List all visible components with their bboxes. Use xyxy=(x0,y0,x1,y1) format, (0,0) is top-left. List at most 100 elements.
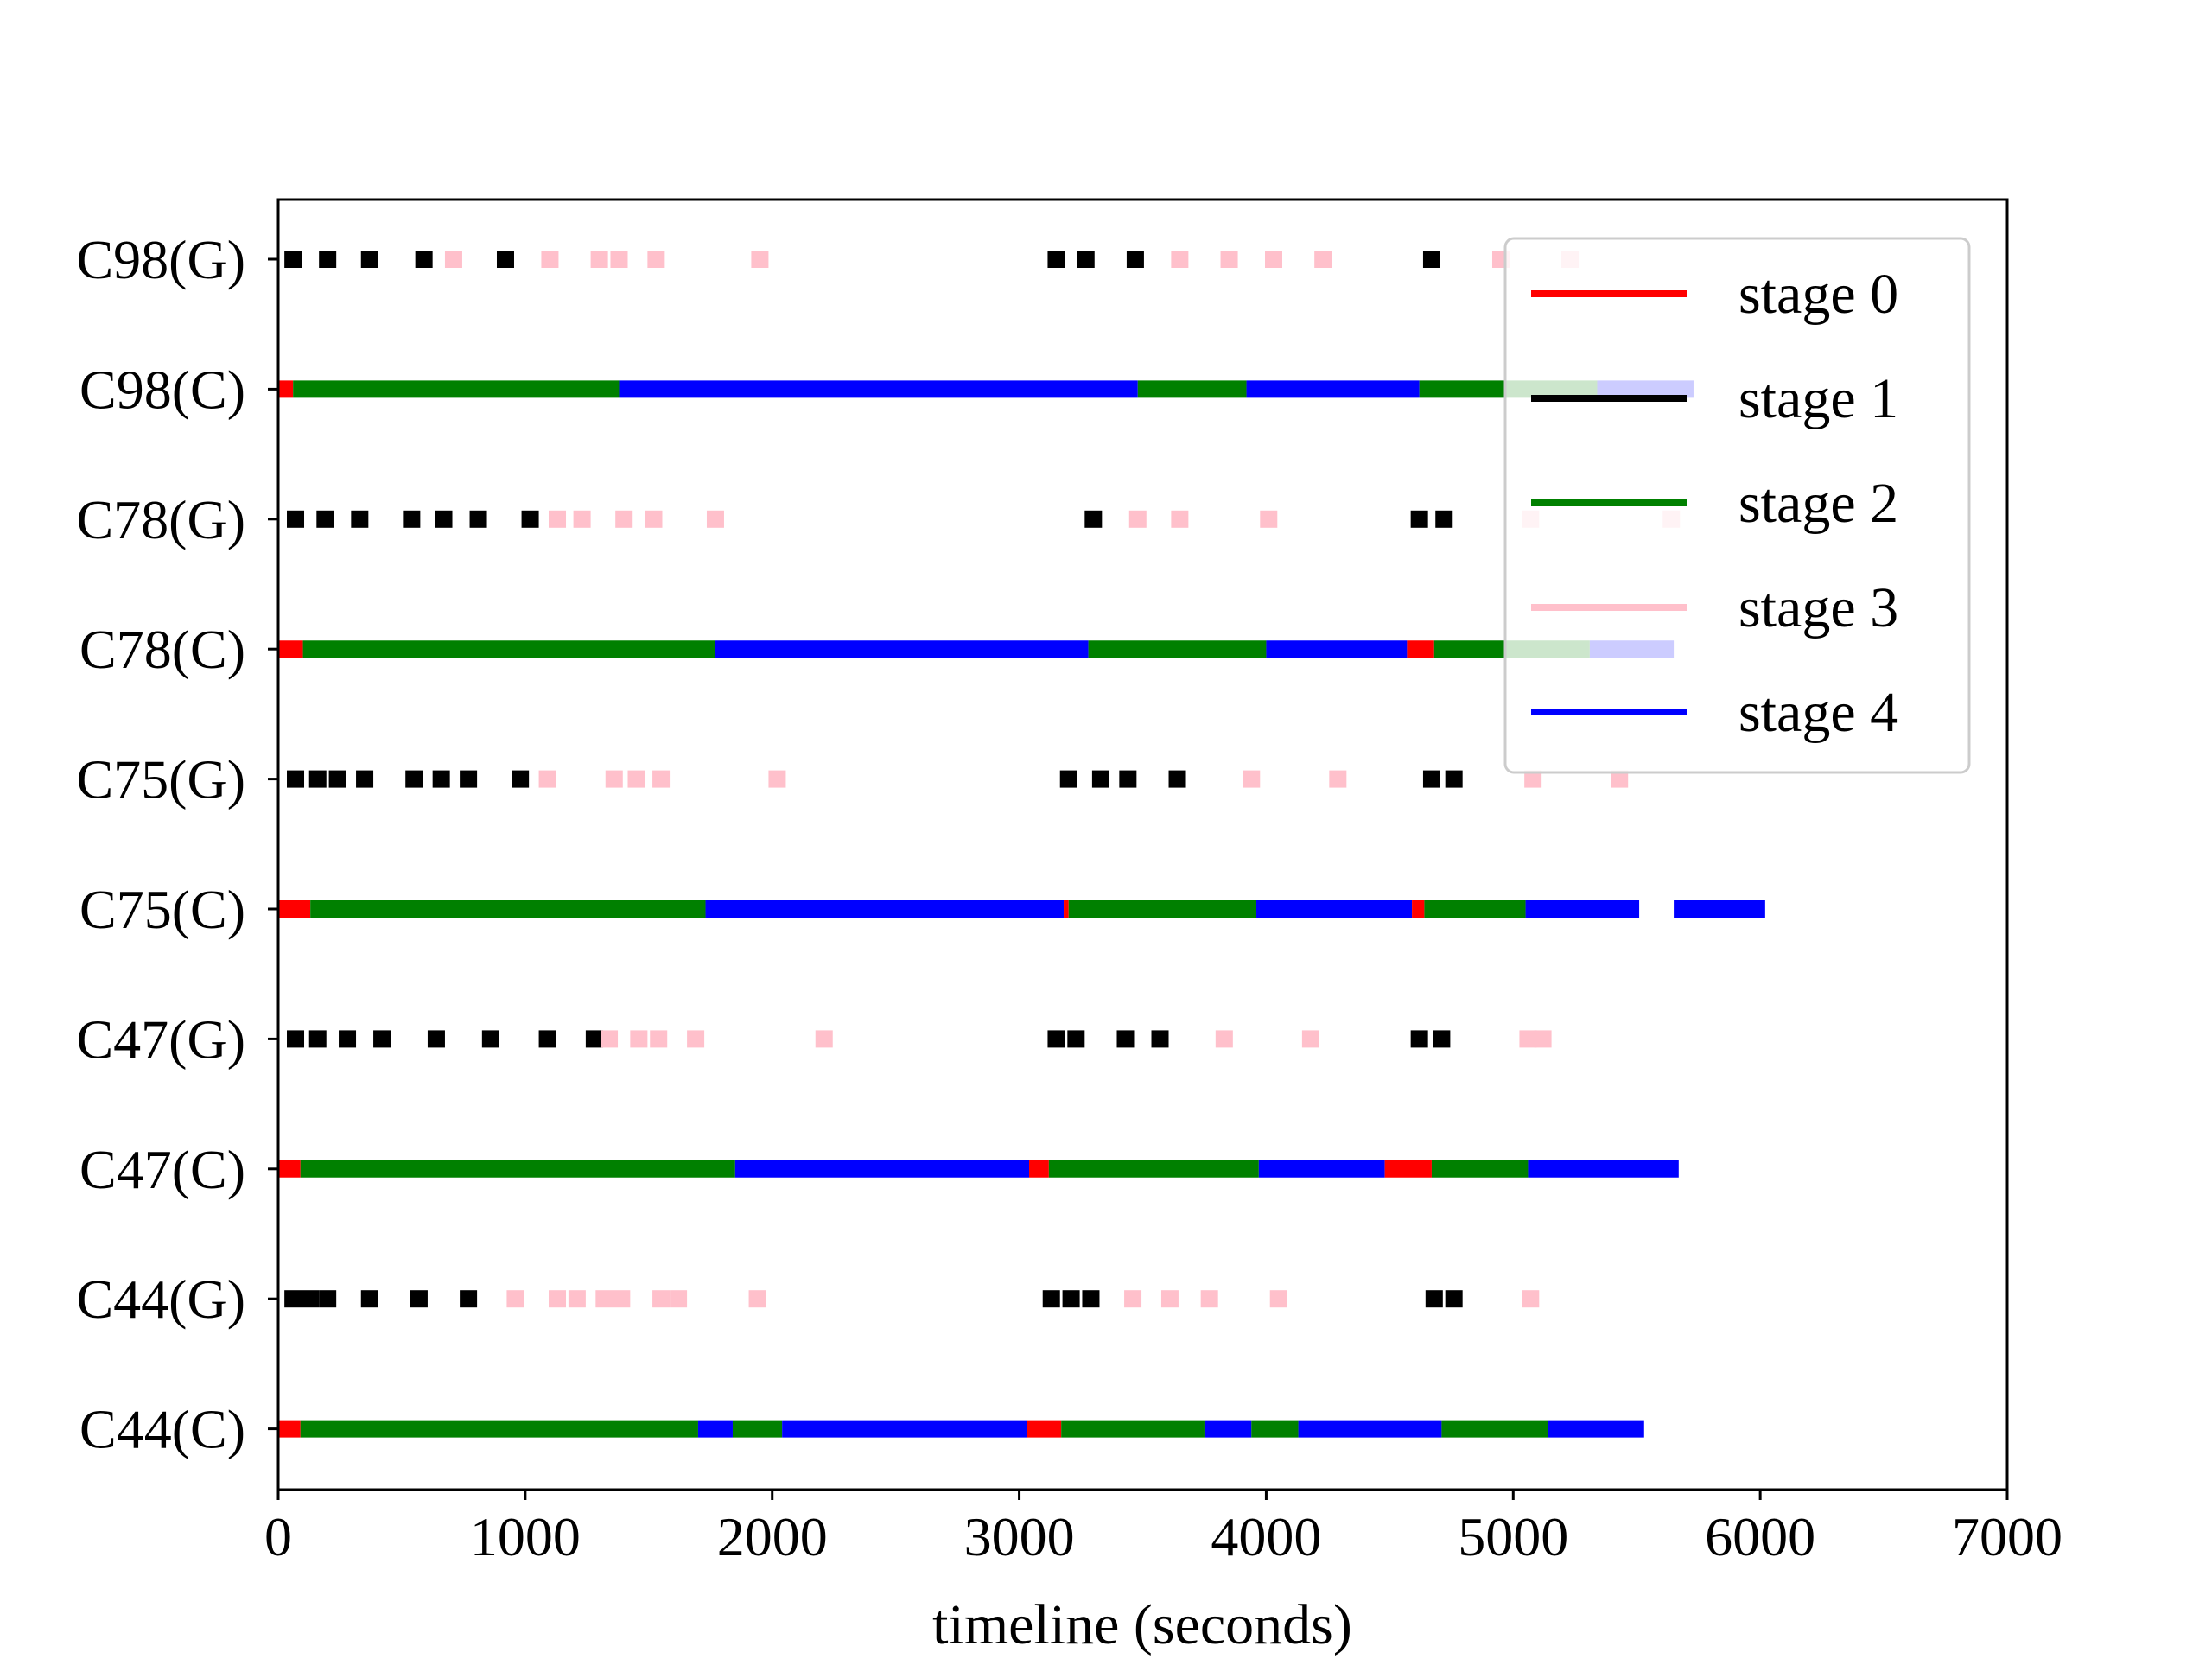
event-C75(G)-16 xyxy=(1168,770,1186,788)
event-C44(G)-10 xyxy=(613,1290,631,1308)
event-C78(G)-3 xyxy=(403,510,421,528)
event-C78(G)-1 xyxy=(316,510,334,528)
event-C44(G)-1 xyxy=(302,1290,320,1308)
event-C98(G)-2 xyxy=(360,251,378,268)
event-C75(G)-6 xyxy=(460,770,478,788)
y-axis: C98(G) C98(C) C78(G) C78(C) C75(G) C75(C) C47(… xyxy=(76,229,278,1460)
event-C75(G)-19 xyxy=(1422,770,1440,788)
legend-box xyxy=(1503,237,1971,774)
event-C98(G)-14 xyxy=(1171,251,1189,268)
event-C75(G)-7 xyxy=(512,770,530,788)
event-C47(G)-11 xyxy=(687,1030,705,1048)
event-C75(G)-18 xyxy=(1329,770,1347,788)
event-C75(G)-22 xyxy=(1611,770,1629,788)
event-C78(G)-17 xyxy=(1435,510,1453,528)
x-tick-label-4000: 4000 xyxy=(1211,1506,1321,1567)
event-C47(G)-14 xyxy=(1067,1030,1085,1048)
event-C75(G)-21 xyxy=(1524,770,1542,788)
event-C78(G)-16 xyxy=(1410,510,1428,528)
event-C75(G)-15 xyxy=(1119,770,1137,788)
event-C98(G)-5 xyxy=(496,251,514,268)
event-C75(G)-2 xyxy=(328,770,346,788)
legend: stage 0 stage 1 stage 2 stage 3 stage 4 xyxy=(1503,237,1971,774)
event-C78(G)-9 xyxy=(615,510,633,528)
event-C98(G)-10 xyxy=(751,251,769,268)
event-C47(G)-9 xyxy=(630,1030,648,1048)
event-C44(G)-2 xyxy=(319,1290,337,1308)
event-C75(G)-17 xyxy=(1243,770,1261,788)
chart-marks xyxy=(278,251,1765,1438)
event-C98(G)-12 xyxy=(1077,251,1095,268)
event-C47(G)-5 xyxy=(481,1030,499,1048)
event-C98(G)-6 xyxy=(541,251,559,268)
event-C47(G)-12 xyxy=(815,1030,833,1048)
event-C47(G)-8 xyxy=(601,1030,619,1048)
y-tick-label-C98(C): C98(C) xyxy=(79,359,245,420)
event-C75(G)-11 xyxy=(652,770,671,788)
y-tick-label-C98(G): C98(G) xyxy=(76,229,245,290)
x-tick-label-5000: 5000 xyxy=(1458,1506,1568,1567)
event-C47(G)-21 xyxy=(1519,1030,1537,1048)
event-C98(G)-17 xyxy=(1314,251,1332,268)
event-C98(G)-11 xyxy=(1047,251,1065,268)
event-C78(G)-0 xyxy=(287,510,305,528)
event-C98(G)-9 xyxy=(647,251,665,268)
event-C98(G)-1 xyxy=(319,251,337,268)
event-C44(G)-23 xyxy=(1522,1290,1540,1308)
event-C78(G)-14 xyxy=(1171,510,1189,528)
y-tick-label-C47(G): C47(G) xyxy=(76,1008,245,1070)
event-C47(G)-3 xyxy=(373,1030,391,1048)
y-tick-label-C75(G): C75(G) xyxy=(76,749,245,810)
event-C98(G)-13 xyxy=(1126,251,1144,268)
event-C44(G)-9 xyxy=(595,1290,613,1308)
event-C98(G)-15 xyxy=(1220,251,1238,268)
event-C44(G)-8 xyxy=(568,1290,586,1308)
event-C78(G)-15 xyxy=(1260,510,1278,528)
event-C98(G)-16 xyxy=(1265,251,1283,268)
y-tick-label-C75(C): C75(C) xyxy=(79,879,245,940)
event-C75(G)-14 xyxy=(1091,770,1109,788)
event-C75(G)-9 xyxy=(605,770,623,788)
event-C44(G)-12 xyxy=(670,1290,688,1308)
event-C44(G)-7 xyxy=(549,1290,567,1308)
x-tick-label-0: 0 xyxy=(264,1506,292,1567)
event-C78(G)-4 xyxy=(435,510,453,528)
event-C47(G)-2 xyxy=(339,1030,357,1048)
event-C44(G)-22 xyxy=(1445,1290,1463,1308)
event-C78(G)-10 xyxy=(645,510,663,528)
event-C44(G)-11 xyxy=(652,1290,671,1308)
event-C44(G)-3 xyxy=(360,1290,378,1308)
event-C98(G)-8 xyxy=(610,251,628,268)
event-C78(G)-13 xyxy=(1128,510,1147,528)
event-C78(G)-8 xyxy=(573,510,591,528)
x-axis: 0 1000 2000 3000 4000 5000 6000 7000 xyxy=(264,1490,2063,1567)
event-C78(G)-11 xyxy=(706,510,724,528)
event-C44(G)-4 xyxy=(410,1290,428,1308)
event-C44(G)-5 xyxy=(460,1290,478,1308)
event-C75(G)-8 xyxy=(538,770,556,788)
event-C78(G)-6 xyxy=(521,510,539,528)
event-C98(G)-3 xyxy=(415,251,433,268)
event-C44(G)-0 xyxy=(284,1290,302,1308)
event-C47(G)-20 xyxy=(1433,1030,1451,1048)
x-axis-title: timeline (seconds) xyxy=(932,1593,1352,1656)
event-C47(G)-13 xyxy=(1047,1030,1065,1048)
event-C98(G)-0 xyxy=(284,251,302,268)
event-C47(G)-4 xyxy=(427,1030,445,1048)
event-C75(G)-4 xyxy=(405,770,423,788)
event-C75(G)-13 xyxy=(1059,770,1077,788)
x-tick-label-3000: 3000 xyxy=(964,1506,1075,1567)
event-C47(G)-18 xyxy=(1301,1030,1319,1048)
y-tick-label-C78(C): C78(C) xyxy=(79,619,245,680)
event-C75(G)-0 xyxy=(287,770,305,788)
event-C44(G)-21 xyxy=(1425,1290,1443,1308)
event-C75(G)-1 xyxy=(308,770,327,788)
event-C47(G)-16 xyxy=(1151,1030,1169,1048)
event-C78(G)-2 xyxy=(351,510,369,528)
event-C98(G)-4 xyxy=(444,251,462,268)
event-C75(G)-20 xyxy=(1445,770,1463,788)
event-C47(G)-0 xyxy=(287,1030,305,1048)
legend-label-3: stage 3 xyxy=(1738,576,1898,639)
event-C75(G)-5 xyxy=(432,770,450,788)
